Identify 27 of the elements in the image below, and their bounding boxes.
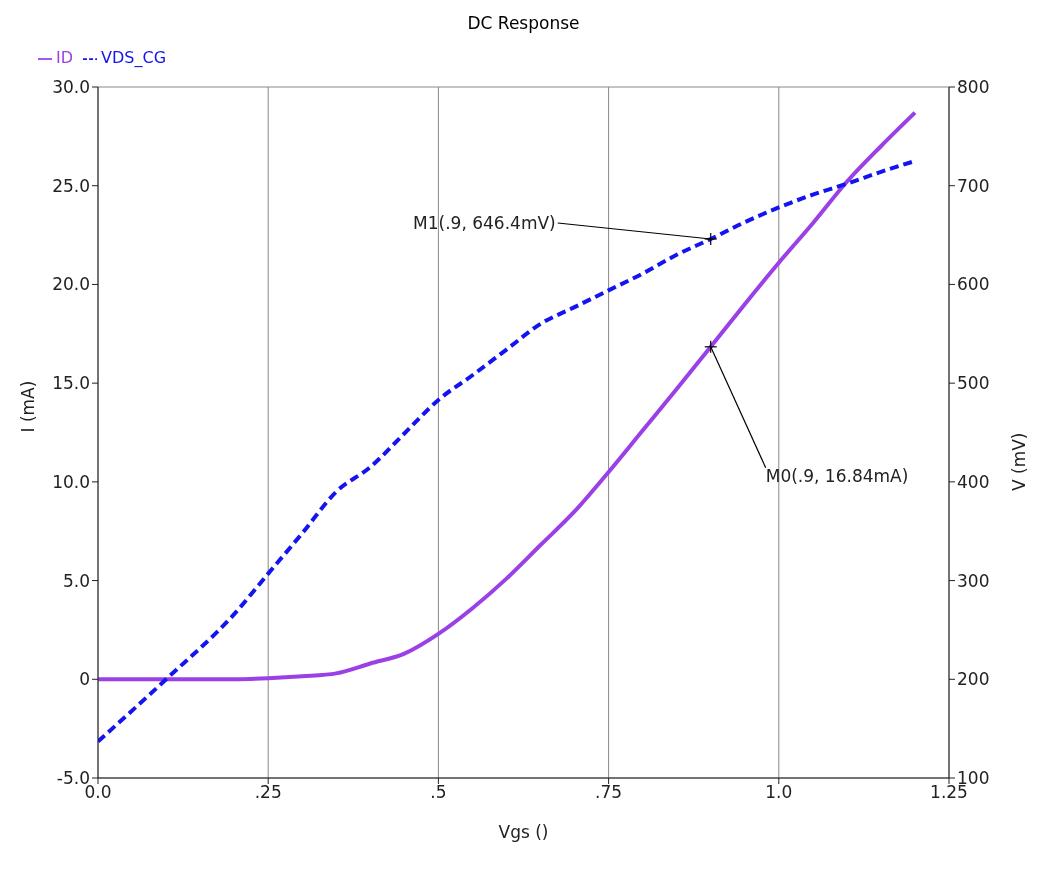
annotation: M1(.9, 646.4mV) [413,213,556,234]
y2-tick-label: 600 [957,274,990,295]
annotation: M0(.9, 16.84mA) [765,465,909,486]
y-tick-label: 15.0 [52,373,90,394]
y2-tick-label: 500 [957,373,990,394]
x-tick-label: .25 [254,782,282,803]
x-axis-title: Vgs () [498,822,549,842]
y2-axis-title: V (mV) [1009,432,1030,491]
y2-tick-label: 300 [957,570,990,591]
y-tick-label: 0 [79,669,90,690]
x-tick-label: 1.0 [765,782,793,803]
y-tick-label: 25.0 [52,175,90,196]
y-tick-label: 10.0 [52,471,90,492]
y2-tick-label: 700 [957,175,990,196]
y-tick-label: 5.0 [62,570,90,591]
chart-title: DC Response [466,12,581,35]
y-tick-label: 30.0 [52,77,90,98]
y2-tick-label: 200 [957,669,990,690]
line-series [98,110,917,682]
legend-label: VDS_CG [101,48,167,67]
y2-tick-label: 800 [957,77,990,98]
legend-label: ID [56,48,74,67]
y-tick-label: 20.0 [52,274,90,295]
x-tick-label: .75 [595,782,623,803]
y-axis-title: I (mA) [18,380,39,433]
x-tick-label: .5 [430,782,447,803]
y2-tick-label: 400 [957,471,990,492]
